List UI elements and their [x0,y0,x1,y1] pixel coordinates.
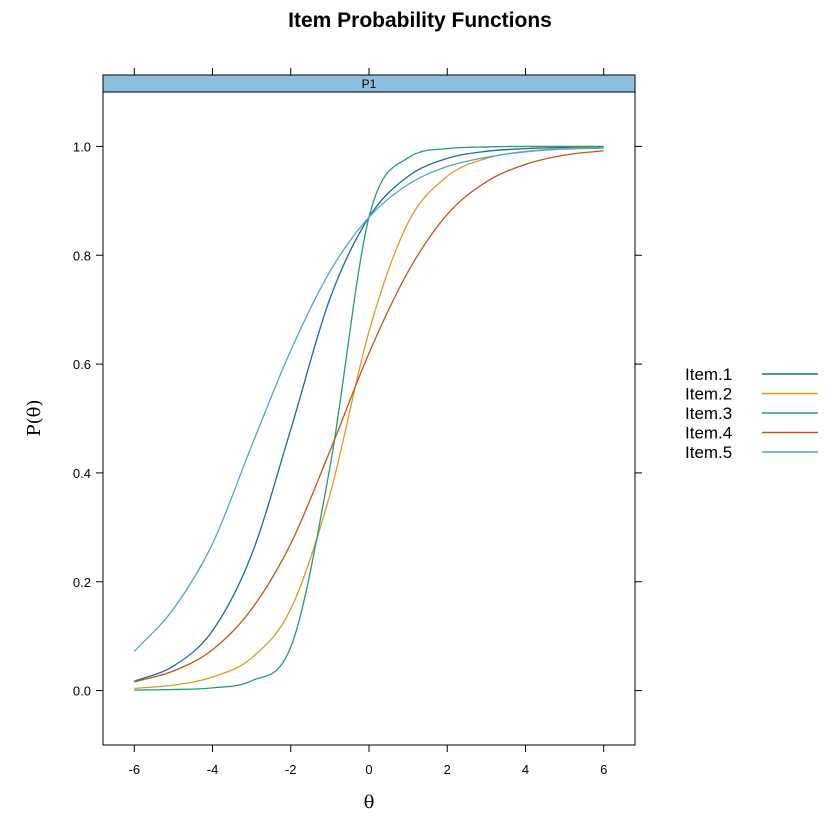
legend-label-item-2: Item.2 [685,385,732,404]
x-tick-label: 2 [444,762,451,777]
x-tick-label: 4 [522,762,529,777]
legend-label-item-3: Item.3 [685,404,732,423]
y-axis-label: P(θ) [24,400,45,437]
y-tick-label: 0.4 [73,466,91,481]
x-tick-label: -4 [207,762,219,777]
x-tick-label: -6 [129,762,141,777]
legend-label-item-4: Item.4 [685,424,732,443]
y-tick-label: 0.0 [73,684,91,699]
y-tick-label: 0.8 [73,248,91,263]
series-line-item-3 [134,145,604,691]
series-line-item-1 [134,146,604,682]
series-layer [133,145,604,691]
series-line-item-5 [133,147,604,652]
y-axis: 0.0 0.2 0.4 0.6 0.8 1.0 [73,139,642,699]
legend-label-item-1: Item.1 [685,365,732,384]
y-tick-label: 0.6 [73,357,91,372]
x-tick-label: 0 [365,762,372,777]
x-tick-label: -2 [285,762,297,777]
plot-panel [102,91,636,746]
series-line-item-2 [134,146,604,690]
legend-label-item-5: Item.5 [685,443,732,462]
panel-strip-label: P1 [362,77,377,91]
chart-title: Item Probability Functions [288,9,552,32]
x-axis: -6 -4 -2 0 2 4 6 [129,68,607,777]
y-tick-label: 1.0 [73,139,91,154]
x-axis-label: θ [364,792,375,813]
series-line-item-4 [134,150,604,683]
x-tick-label: 6 [600,762,607,777]
y-tick-label: 0.2 [73,575,91,590]
